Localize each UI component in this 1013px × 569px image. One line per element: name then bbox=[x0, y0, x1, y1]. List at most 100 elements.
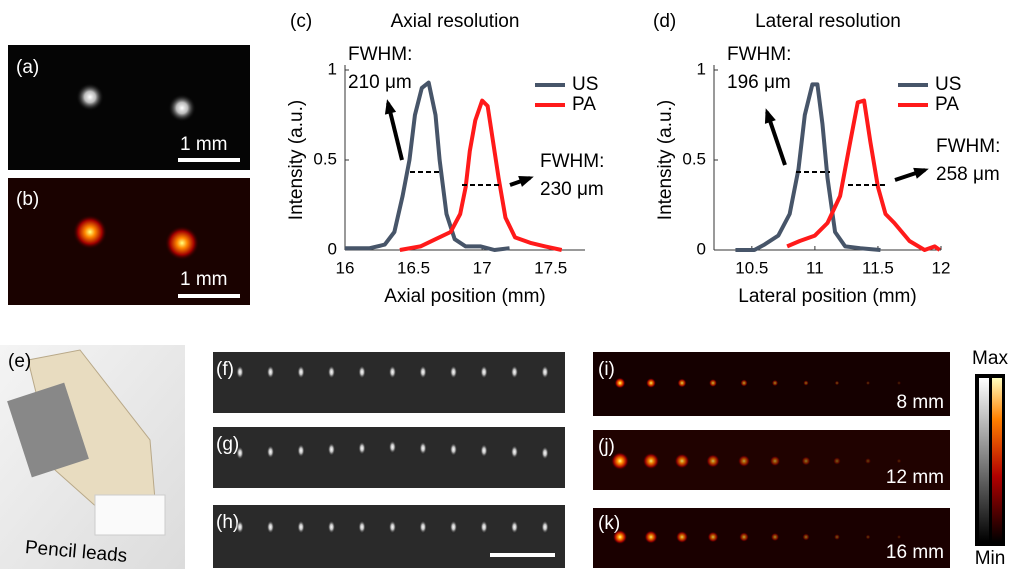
spot bbox=[419, 365, 427, 379]
panel-label: (c) bbox=[290, 11, 312, 32]
arrow-head bbox=[913, 167, 929, 179]
annotation: 230 μm bbox=[540, 179, 604, 200]
spot bbox=[611, 452, 629, 470]
image-a bbox=[8, 45, 250, 170]
panel-label: (g) bbox=[216, 434, 239, 455]
colorbar-max: Max bbox=[972, 348, 1008, 369]
spot bbox=[76, 83, 104, 111]
spot bbox=[770, 532, 780, 542]
spot bbox=[677, 378, 687, 388]
spot bbox=[388, 365, 397, 379]
spot bbox=[297, 520, 305, 534]
spot bbox=[803, 380, 809, 386]
spot bbox=[865, 458, 871, 464]
spot bbox=[480, 520, 488, 534]
series-line bbox=[786, 98, 941, 252]
spot bbox=[541, 520, 549, 534]
spot bbox=[388, 440, 397, 454]
spot bbox=[327, 520, 336, 534]
spot bbox=[419, 441, 427, 456]
panel-label: (b) bbox=[16, 189, 39, 210]
spot bbox=[327, 365, 336, 379]
panel-label: (i) bbox=[598, 359, 615, 380]
spot bbox=[897, 535, 901, 539]
spot bbox=[266, 444, 275, 459]
colorbar-min: Min bbox=[975, 548, 1006, 569]
annotation: 258 μm bbox=[936, 164, 1000, 185]
spot bbox=[646, 378, 656, 388]
spot bbox=[676, 531, 688, 543]
spot bbox=[674, 453, 690, 469]
legend-label: US bbox=[572, 74, 598, 95]
x-axis-label: Axial position (mm) bbox=[384, 286, 546, 307]
annotation: FWHM: bbox=[540, 151, 604, 172]
y-axis-label: Intensity (a.u.) bbox=[655, 100, 676, 220]
x-tick-label: 10.5 bbox=[735, 258, 768, 277]
y-tick-label: 0.5 bbox=[313, 149, 337, 168]
spot bbox=[480, 365, 488, 379]
spot bbox=[738, 455, 750, 467]
y-axis-label: Intensity (a.u.) bbox=[286, 100, 307, 220]
spot bbox=[480, 443, 488, 458]
panel-label: (a) bbox=[16, 57, 39, 78]
spot bbox=[834, 380, 840, 386]
spot bbox=[165, 226, 199, 260]
transducer bbox=[7, 382, 89, 478]
spot bbox=[510, 365, 519, 379]
phantom bbox=[94, 494, 166, 536]
panel-label: (j) bbox=[598, 436, 615, 457]
chart-title: Axial resolution bbox=[391, 11, 520, 32]
x-tick-label: 12 bbox=[932, 258, 951, 277]
annotation: FWHM: bbox=[348, 44, 412, 65]
spot bbox=[541, 446, 549, 460]
spot bbox=[388, 520, 397, 534]
spot bbox=[801, 456, 811, 466]
arrow-head bbox=[518, 176, 534, 187]
spot bbox=[769, 455, 781, 467]
spot bbox=[706, 454, 720, 468]
series-line bbox=[399, 98, 563, 252]
annotation: 196 μm bbox=[727, 72, 791, 93]
panel-label: (e) bbox=[8, 351, 31, 372]
spot bbox=[327, 442, 336, 457]
spot bbox=[358, 520, 366, 534]
spot bbox=[73, 215, 107, 249]
spot bbox=[866, 381, 870, 385]
spot bbox=[708, 378, 718, 388]
y-tick-label: 0 bbox=[328, 239, 337, 258]
depth-label: 12 mm bbox=[886, 467, 944, 488]
spot bbox=[644, 530, 658, 544]
annotation: 210 μm bbox=[348, 72, 412, 93]
depth-label: 16 mm bbox=[886, 542, 944, 563]
spot bbox=[896, 458, 902, 464]
panel-label: (f) bbox=[216, 359, 234, 380]
image-f bbox=[213, 352, 565, 413]
legend-label: US bbox=[935, 74, 961, 95]
colorbar-hot bbox=[992, 378, 1002, 542]
y-tick-label: 0.5 bbox=[682, 149, 706, 168]
x-tick-label: 17 bbox=[473, 258, 492, 277]
spot bbox=[510, 520, 519, 534]
spot bbox=[168, 94, 196, 122]
series-line bbox=[345, 80, 510, 252]
spot bbox=[833, 457, 841, 465]
image-panels: (a) 1 mm (b) 1 mm (e) Pencil leads (f) (… bbox=[0, 45, 1008, 569]
spot bbox=[541, 365, 549, 379]
spot bbox=[419, 520, 427, 534]
spot bbox=[897, 381, 901, 385]
spot bbox=[739, 532, 749, 542]
x-tick-label: 11.5 bbox=[862, 258, 894, 277]
panel-label: (d) bbox=[653, 11, 676, 32]
arrow-head bbox=[764, 108, 776, 124]
scale-label: 1 mm bbox=[180, 269, 228, 290]
series-line bbox=[735, 82, 881, 252]
spot bbox=[358, 441, 366, 456]
spot bbox=[358, 365, 366, 379]
spot bbox=[266, 365, 275, 379]
x-tick-label: 16 bbox=[336, 258, 355, 277]
spot bbox=[236, 446, 244, 460]
spot bbox=[266, 520, 275, 534]
panel-label: (k) bbox=[598, 513, 620, 534]
image-b bbox=[8, 178, 250, 305]
